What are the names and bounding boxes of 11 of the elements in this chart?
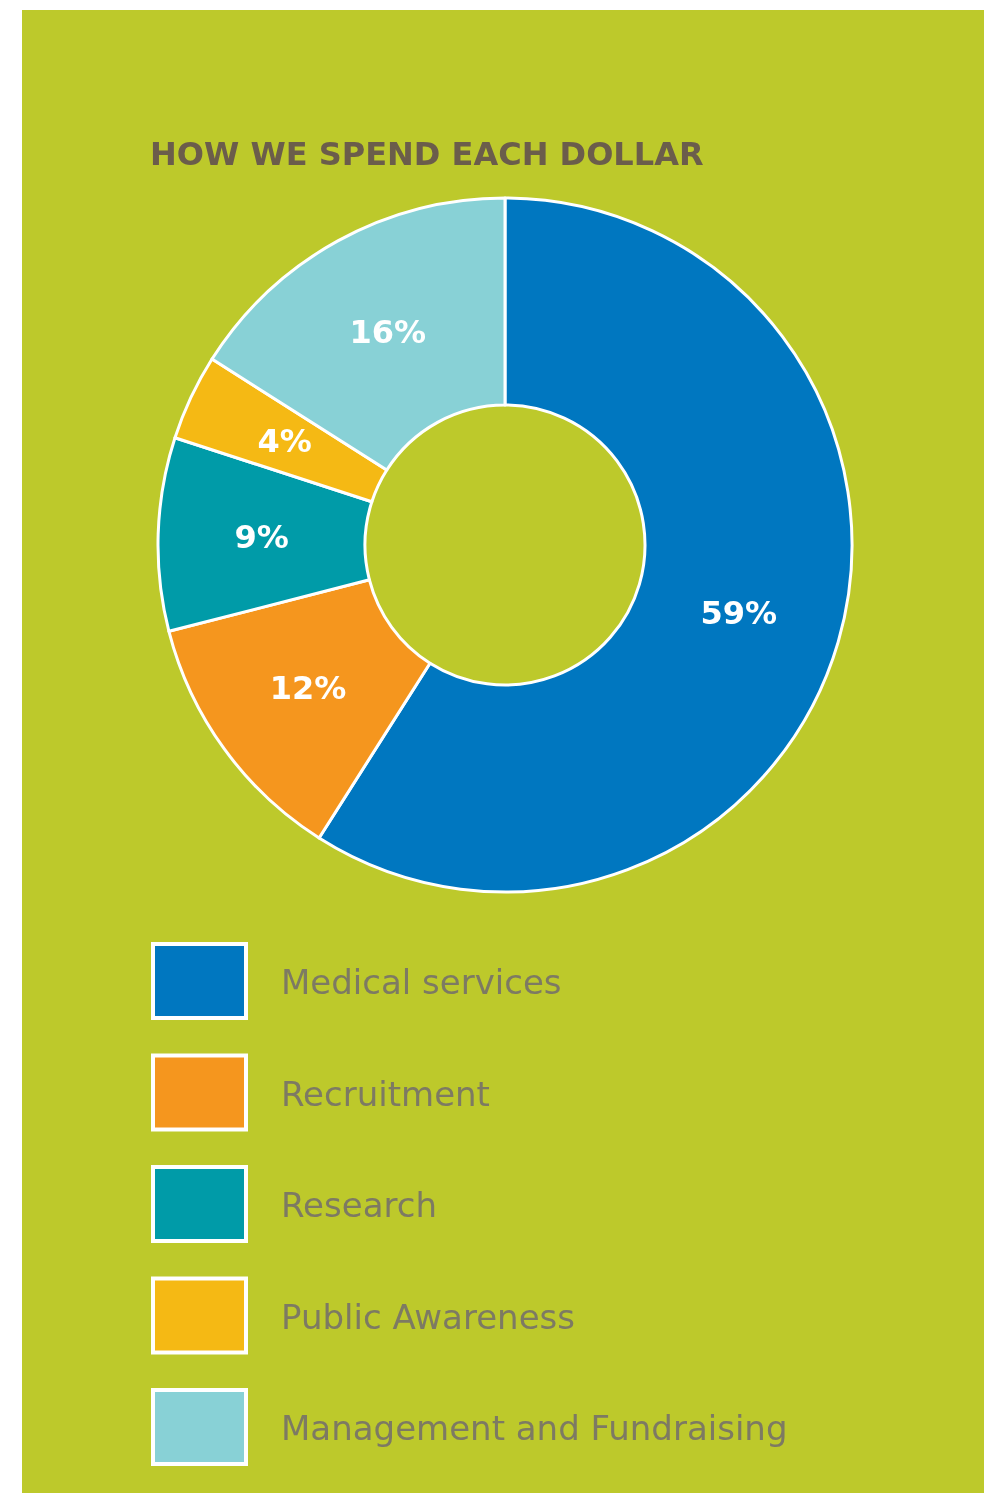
data-label: 59% [700, 593, 778, 632]
data-label: 9% [234, 518, 289, 557]
legend-label: Public Awareness [281, 1296, 575, 1337]
legend-label: Research [281, 1185, 437, 1225]
chart-title: HOW WE SPEND EACH DOLLAR [150, 135, 704, 173]
legend-label: Recruitment [281, 1073, 490, 1114]
legend-label: Medical services [281, 962, 562, 1002]
data-label: 12% [269, 669, 347, 708]
data-label: 4% [257, 422, 312, 461]
legend-label: Management and Fundraising [281, 1408, 788, 1448]
data-label: 16% [349, 312, 426, 351]
